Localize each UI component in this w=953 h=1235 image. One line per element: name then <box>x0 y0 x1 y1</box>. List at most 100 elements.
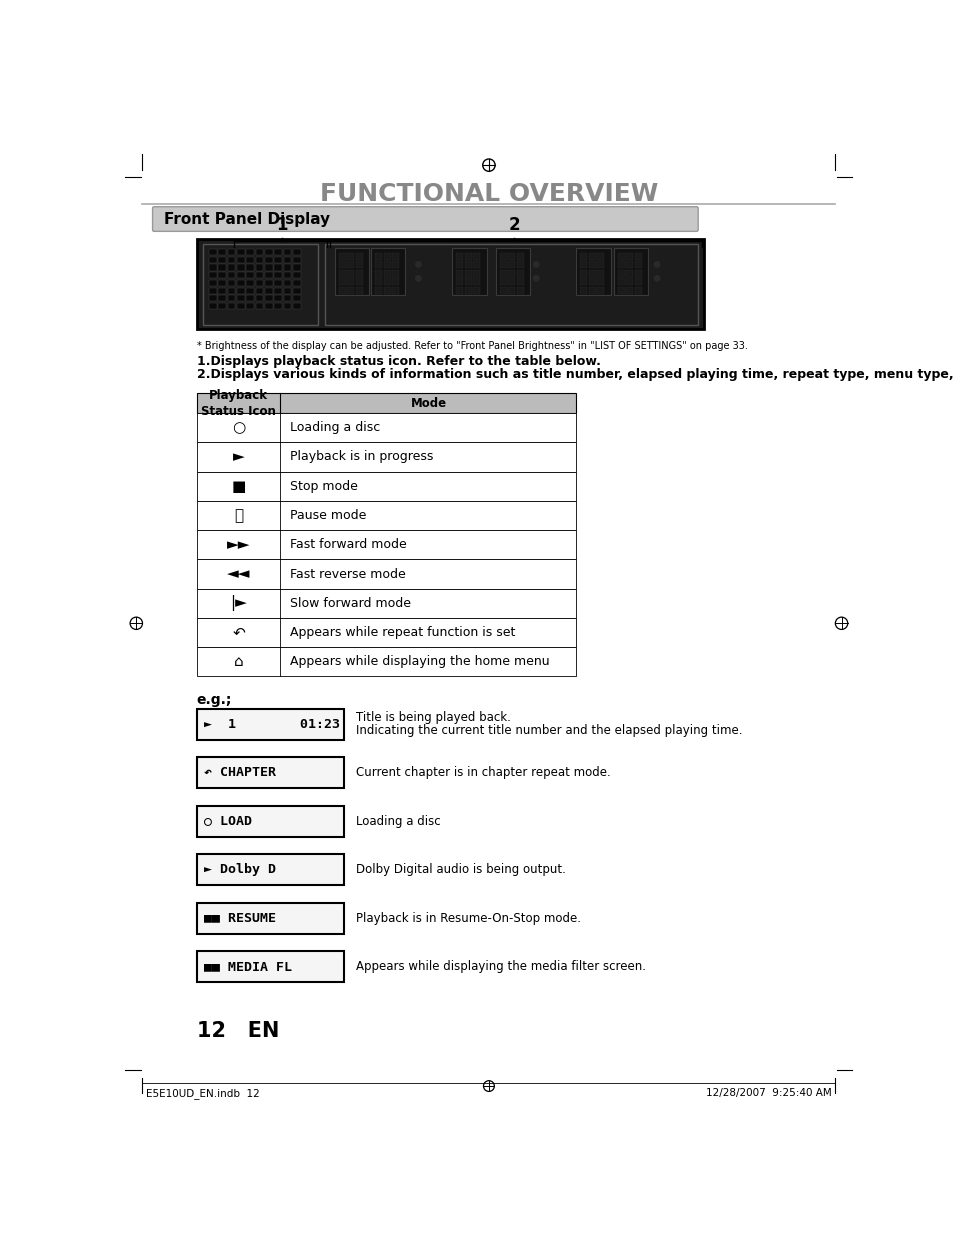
Bar <box>508 262 515 268</box>
Bar <box>246 288 253 294</box>
Bar <box>392 270 398 277</box>
Bar <box>338 262 345 268</box>
Bar <box>355 253 362 259</box>
Bar <box>597 253 604 259</box>
Bar <box>508 270 515 277</box>
Text: Loading a disc: Loading a disc <box>355 815 439 827</box>
Bar <box>196 709 344 740</box>
Bar <box>236 249 245 256</box>
Bar <box>338 278 345 285</box>
Bar <box>274 272 282 278</box>
Bar <box>375 278 381 285</box>
Bar <box>625 270 633 277</box>
Bar <box>218 249 226 256</box>
Bar <box>355 262 362 268</box>
Text: Stop mode: Stop mode <box>290 479 357 493</box>
Text: Dolby Digital audio is being output.: Dolby Digital audio is being output. <box>355 863 565 876</box>
Bar <box>228 288 235 294</box>
Text: ■■ RESUME: ■■ RESUME <box>204 911 276 925</box>
Text: ►  1        01:23: ► 1 01:23 <box>204 718 340 731</box>
Bar <box>347 287 354 294</box>
Bar <box>464 253 472 259</box>
Bar <box>196 805 344 836</box>
Bar <box>508 287 515 294</box>
Bar <box>375 270 381 277</box>
Bar <box>196 501 576 530</box>
Bar <box>499 287 506 294</box>
Bar <box>617 253 624 259</box>
Bar <box>228 303 235 309</box>
Bar <box>293 280 300 287</box>
Bar <box>255 257 263 263</box>
Text: 2: 2 <box>508 216 519 233</box>
Bar <box>371 248 405 294</box>
Bar <box>293 257 300 263</box>
Bar <box>517 287 523 294</box>
Bar <box>209 257 216 263</box>
Text: Fast reverse mode: Fast reverse mode <box>290 568 405 580</box>
Circle shape <box>416 275 420 282</box>
Bar <box>456 287 463 294</box>
Bar <box>464 262 472 268</box>
Text: FUNCTIONAL OVERVIEW: FUNCTIONAL OVERVIEW <box>319 183 658 206</box>
Text: ○ LOAD: ○ LOAD <box>204 815 253 827</box>
Text: ◄◄: ◄◄ <box>227 567 250 582</box>
Bar <box>196 412 576 442</box>
Bar <box>218 288 226 294</box>
Bar <box>236 264 245 270</box>
Bar <box>392 287 398 294</box>
Text: 12   EN: 12 EN <box>196 1021 279 1041</box>
Bar <box>355 270 362 277</box>
Text: Slow forward mode: Slow forward mode <box>290 597 411 610</box>
Bar <box>597 262 604 268</box>
Bar <box>597 270 604 277</box>
Text: 2.Displays various kinds of information such as title number, elapsed playing ti: 2.Displays various kinds of information … <box>196 368 953 380</box>
Bar <box>196 618 576 647</box>
Bar <box>383 278 390 285</box>
Bar <box>499 278 506 285</box>
Bar <box>579 262 587 268</box>
Text: Fast forward mode: Fast forward mode <box>290 538 406 551</box>
Bar <box>196 647 576 677</box>
Bar <box>293 264 300 270</box>
Bar <box>617 278 624 285</box>
Bar <box>588 287 596 294</box>
Bar <box>375 262 381 268</box>
Bar <box>283 249 291 256</box>
Bar <box>255 249 263 256</box>
Bar <box>588 278 596 285</box>
Text: Pause mode: Pause mode <box>290 509 366 522</box>
Bar <box>392 253 398 259</box>
Bar <box>347 278 354 285</box>
Bar <box>347 262 354 268</box>
Text: Playback is in Resume-On-Stop mode.: Playback is in Resume-On-Stop mode. <box>355 911 580 925</box>
Bar <box>338 287 345 294</box>
Text: ○: ○ <box>232 420 245 435</box>
Bar <box>464 278 472 285</box>
Bar <box>335 248 369 294</box>
Bar <box>625 287 633 294</box>
Bar <box>283 264 291 270</box>
Bar <box>338 253 345 259</box>
Bar <box>236 295 245 301</box>
Bar <box>228 272 235 278</box>
Bar <box>293 288 300 294</box>
Bar <box>209 272 216 278</box>
Bar <box>274 295 282 301</box>
Bar <box>196 855 344 885</box>
Bar <box>517 262 523 268</box>
Bar <box>383 253 390 259</box>
Bar <box>625 278 633 285</box>
Bar <box>499 253 506 259</box>
Bar <box>255 303 263 309</box>
Bar <box>634 253 641 259</box>
Bar <box>265 280 273 287</box>
Text: ►►: ►► <box>227 537 250 552</box>
Bar <box>588 262 596 268</box>
Bar <box>508 253 515 259</box>
Bar <box>218 257 226 263</box>
Bar <box>218 264 226 270</box>
Bar <box>283 303 291 309</box>
Text: Appears while repeat function is set: Appears while repeat function is set <box>290 626 515 638</box>
Bar <box>236 257 245 263</box>
